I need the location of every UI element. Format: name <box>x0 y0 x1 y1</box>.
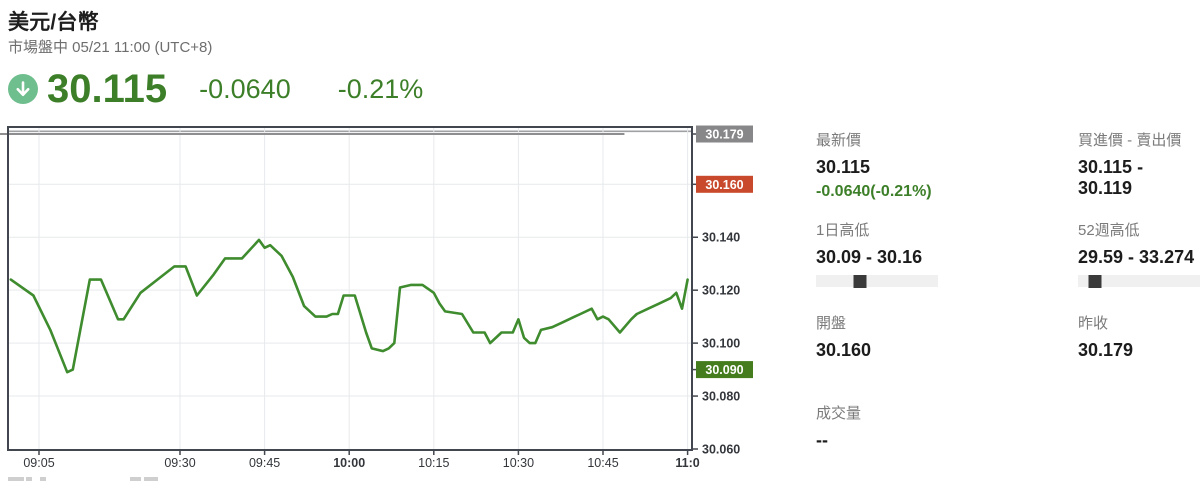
stat-label: 1日高低 <box>816 222 870 239</box>
stat-open: 開盤 30.160 <box>816 315 871 361</box>
stat-label: 成交量 <box>816 405 862 422</box>
stats-panel: 最新價 30.115 -0.0640(-0.21%) 買進價 - 賣出價 30.… <box>816 127 1200 467</box>
pair-title: 美元/台幣 <box>8 11 99 34</box>
price-chart[interactable]: 09:05 09:30 09:45 10:00 10:15 10:30 10:45 11:0 3… <box>0 121 770 482</box>
quote-row: 30.115 -0.0640 -0.21% <box>8 66 423 112</box>
x-axis-label: 09:05 <box>23 456 54 470</box>
y-axis-label: 30.080 <box>702 390 740 404</box>
52week-range-slider-marker <box>1088 274 1102 288</box>
y-axis-badge-label: 30.090 <box>705 363 743 377</box>
clipped-footer-text <box>0 477 700 482</box>
stat-value: 30.09 - 30.16 <box>816 247 923 267</box>
arrow-down-circle-icon <box>8 74 38 104</box>
x-axis-label: 10:30 <box>503 456 534 470</box>
x-axis-label: 11:0 <box>675 456 699 470</box>
stat-change: -0.0640(-0.21%) <box>816 183 932 200</box>
stat-value: 30.179 <box>1078 340 1134 360</box>
y-axis-label: 30.060 <box>702 443 740 457</box>
stat-value: 30.160 <box>816 340 872 360</box>
stat-label: 最新價 <box>816 132 862 149</box>
price-line <box>9 238 689 374</box>
y-axis-label: 30.140 <box>702 231 740 245</box>
stat-label: 買進價 - 賣出價 <box>1078 132 1182 149</box>
x-axis-label: 09:45 <box>249 456 280 470</box>
x-axis-label: 10:45 <box>587 456 618 470</box>
y-axis-label: 30.120 <box>702 284 740 298</box>
stat-value: 30.115 <box>816 157 871 177</box>
y-axis-badge-label: 30.160 <box>705 178 743 192</box>
stat-label: 52週高低 <box>1078 222 1140 239</box>
stat-bid-ask: 買進價 - 賣出價 30.115 - 30.119 <box>1078 132 1200 199</box>
y-axis-badge <box>696 175 753 193</box>
stat-value: 30.115 - 30.119 <box>1078 157 1144 198</box>
stat-volume: 成交量 -- <box>816 405 861 451</box>
day-range-slider-marker <box>853 274 867 288</box>
y-axis-badge <box>696 361 753 379</box>
stat-prev-close: 昨收 30.179 <box>1078 315 1133 361</box>
stat-day-range: 1日高低 30.09 - 30.16 <box>816 222 938 288</box>
stat-latest-price: 最新價 30.115 -0.0640(-0.21%) <box>816 132 932 202</box>
y-axis-badge-label: 30.179 <box>705 128 743 142</box>
price-change: -0.0640 <box>199 73 291 104</box>
day-range-slider <box>816 274 938 288</box>
y-axis-label: 30.100 <box>702 337 740 351</box>
x-axis-label: 09:30 <box>164 456 195 470</box>
stat-value: -- <box>816 430 828 450</box>
price-change-percent: -0.21% <box>337 73 424 104</box>
market-status: 市場盤中 05/21 11:00 (UTC+8) <box>8 39 213 56</box>
stat-value: 29.59 - 33.274 <box>1078 247 1195 267</box>
stat-label: 開盤 <box>816 315 847 332</box>
x-axis-label: 10:00 <box>333 456 365 470</box>
chart-frame <box>7 126 693 451</box>
arrow-down-glyph <box>16 81 30 97</box>
x-axis-label: 10:15 <box>418 456 449 470</box>
chart-canvas[interactable]: 09:05 09:30 09:45 10:00 10:15 10:30 10:45 11:03… <box>0 121 770 482</box>
stat-label: 昨收 <box>1078 315 1109 332</box>
52week-range-slider <box>1078 274 1200 288</box>
y-axis-badge <box>696 125 753 143</box>
latest-price: 30.115 <box>47 67 168 111</box>
stat-52week-range: 52週高低 29.59 - 33.274 <box>1078 222 1200 288</box>
